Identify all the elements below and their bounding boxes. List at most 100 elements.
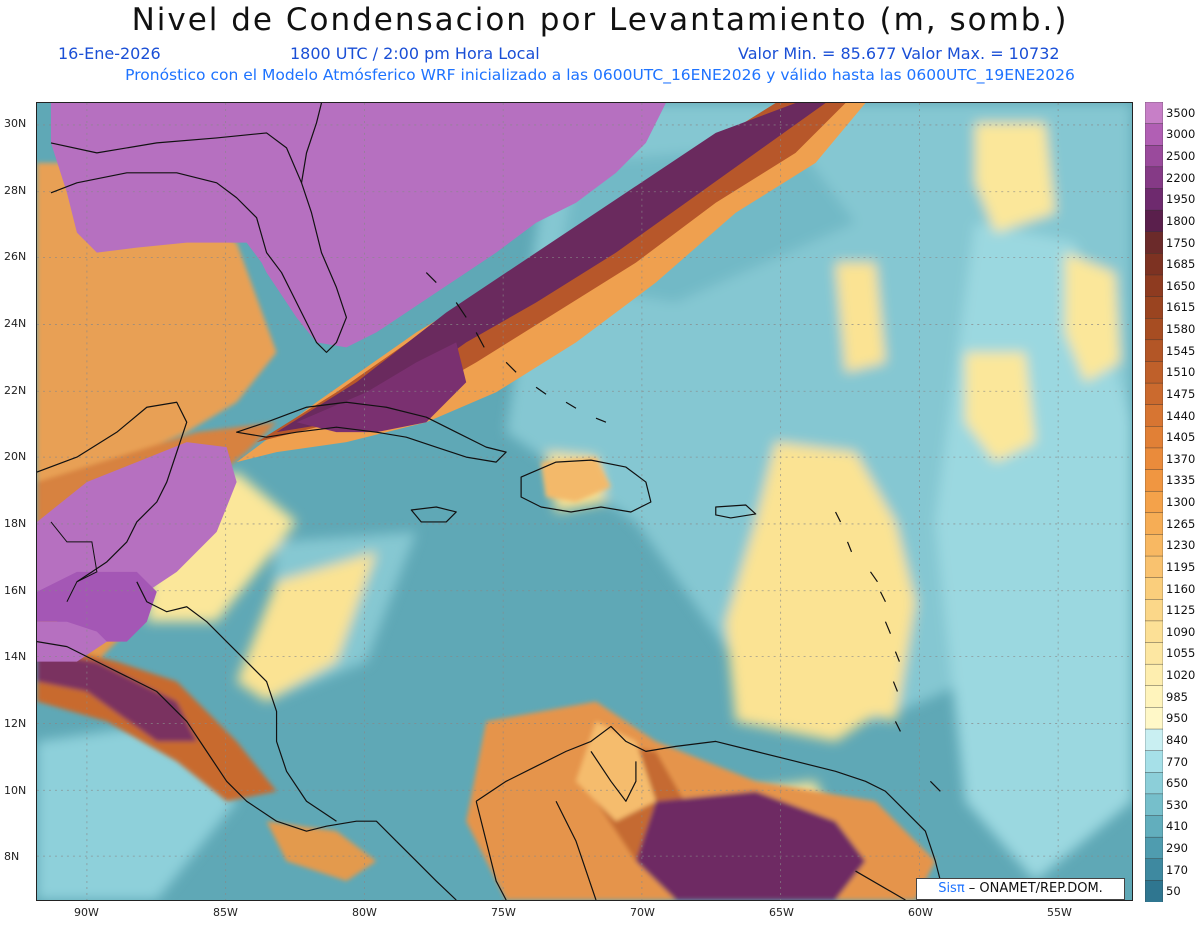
legend-label: 2200 [1166, 170, 1196, 185]
credit-box: Sisπ – ONAMET/REP.DOM. [916, 878, 1125, 900]
lon-label: 75W [491, 906, 516, 919]
legend-label: 1800 [1166, 213, 1196, 228]
legend-swatch [1145, 642, 1163, 665]
lon-label: 60W [908, 906, 933, 919]
model-info: Pronóstico con el Modelo Atmósferico WRF… [125, 66, 1075, 84]
legend-swatch [1145, 555, 1163, 579]
lat-label: 16N [4, 584, 27, 597]
credit-text: – ONAMET/REP.DOM. [964, 881, 1103, 896]
legend-swatch [1145, 490, 1163, 514]
lon-label: 65W [769, 906, 794, 919]
coastlines [37, 103, 946, 900]
legend-label: 1090 [1166, 624, 1196, 639]
legend-label: 1335 [1166, 473, 1196, 488]
legend-swatch [1145, 318, 1163, 341]
legend-swatch [1145, 188, 1163, 211]
legend-swatch [1145, 404, 1163, 428]
legend-label: 1545 [1166, 343, 1196, 358]
color-legend [1145, 102, 1163, 902]
lon-label: 90W [74, 906, 99, 919]
legend-label: 1950 [1166, 192, 1196, 207]
legend-swatch [1145, 685, 1163, 709]
legend-label: 770 [1166, 754, 1188, 769]
legend-swatch [1145, 231, 1163, 255]
legend-label: 3000 [1166, 127, 1196, 142]
legend-label: 530 [1166, 797, 1188, 812]
legend-label: 410 [1166, 819, 1188, 834]
legend-swatch [1145, 620, 1163, 644]
legend-label: 1750 [1166, 235, 1196, 250]
legend-swatch [1145, 534, 1163, 557]
legend-swatch [1145, 274, 1163, 298]
mexico-border [50, 521, 98, 602]
lon-label: 55W [1047, 906, 1072, 919]
lat-lon-grid [37, 103, 1132, 900]
legend-swatch [1145, 296, 1163, 319]
legend-swatch [1145, 166, 1163, 190]
legend-swatch [1145, 361, 1163, 384]
legend-swatch [1145, 209, 1163, 233]
legend-label: 1230 [1166, 538, 1196, 553]
min-max-values: Valor Min. = 85.677 Valor Max. = 10732 [738, 44, 1060, 63]
legend-swatch [1145, 707, 1163, 730]
map-title: Nivel de Condensacion por Levantamiento … [131, 2, 1069, 38]
legend-swatch [1145, 815, 1163, 838]
legend-label: 1055 [1166, 646, 1196, 661]
forecast-time: 1800 UTC / 2:00 pm Hora Local [290, 44, 540, 63]
legend-swatch [1145, 793, 1163, 817]
legend-swatch [1145, 512, 1163, 536]
legend-label: 1685 [1166, 257, 1196, 272]
legend-swatch [1145, 339, 1163, 363]
legend-swatch [1145, 772, 1163, 795]
legend-label: 1615 [1166, 300, 1196, 315]
legend-label: 290 [1166, 840, 1188, 855]
frontal-band [236, 103, 866, 463]
lat-label: 18N [4, 517, 27, 530]
legend-label: 1265 [1166, 516, 1196, 531]
high-lcl-regions [37, 103, 666, 662]
legend-label: 1650 [1166, 278, 1196, 293]
legend-label: 1510 [1166, 365, 1196, 380]
legend-swatch [1145, 858, 1163, 882]
legend-swatch [1145, 469, 1163, 492]
legend-swatch [1145, 577, 1163, 600]
legend-label: 985 [1166, 689, 1188, 704]
legend-label: 1405 [1166, 430, 1196, 445]
legend-label: 650 [1166, 776, 1188, 791]
legend-label: 840 [1166, 732, 1188, 747]
legend-swatch [1145, 253, 1163, 276]
legend-label: 1580 [1166, 322, 1196, 336]
lon-label: 85W [213, 906, 238, 919]
legend-swatch [1145, 102, 1163, 125]
legend-label: 2500 [1166, 149, 1196, 164]
forecast-date: 16-Ene-2026 [58, 44, 161, 63]
legend-swatch [1145, 447, 1163, 471]
legend-label: 1195 [1166, 559, 1196, 574]
legend-label: 3500 [1166, 105, 1196, 120]
lat-label: 22N [4, 384, 27, 397]
lon-label: 80W [352, 906, 377, 919]
lat-label: 20N [4, 450, 27, 463]
legend-label: 170 [1166, 862, 1188, 877]
legend-label: 1475 [1166, 386, 1196, 401]
lon-label: 70W [630, 906, 655, 919]
legend-swatch [1145, 728, 1163, 752]
legend-swatch [1145, 836, 1163, 860]
lat-label: 28N [4, 184, 27, 197]
lat-label: 14N [4, 650, 27, 663]
legend-label: 1020 [1166, 668, 1196, 682]
legend-label: 950 [1166, 711, 1188, 726]
lat-label: 24N [4, 317, 27, 330]
legend-label: 1125 [1166, 603, 1196, 618]
lat-label: 12N [4, 717, 27, 730]
legend-swatch [1145, 599, 1163, 622]
legend-label: 1300 [1166, 495, 1196, 509]
lcl-map [36, 102, 1133, 901]
legend-swatch [1145, 750, 1163, 773]
lat-label: 26N [4, 250, 27, 263]
legend-swatch [1145, 426, 1163, 449]
legend-label: 1370 [1166, 451, 1196, 466]
legend-swatch [1145, 145, 1163, 168]
legend-swatch [1145, 663, 1163, 687]
legend-swatch [1145, 880, 1163, 902]
